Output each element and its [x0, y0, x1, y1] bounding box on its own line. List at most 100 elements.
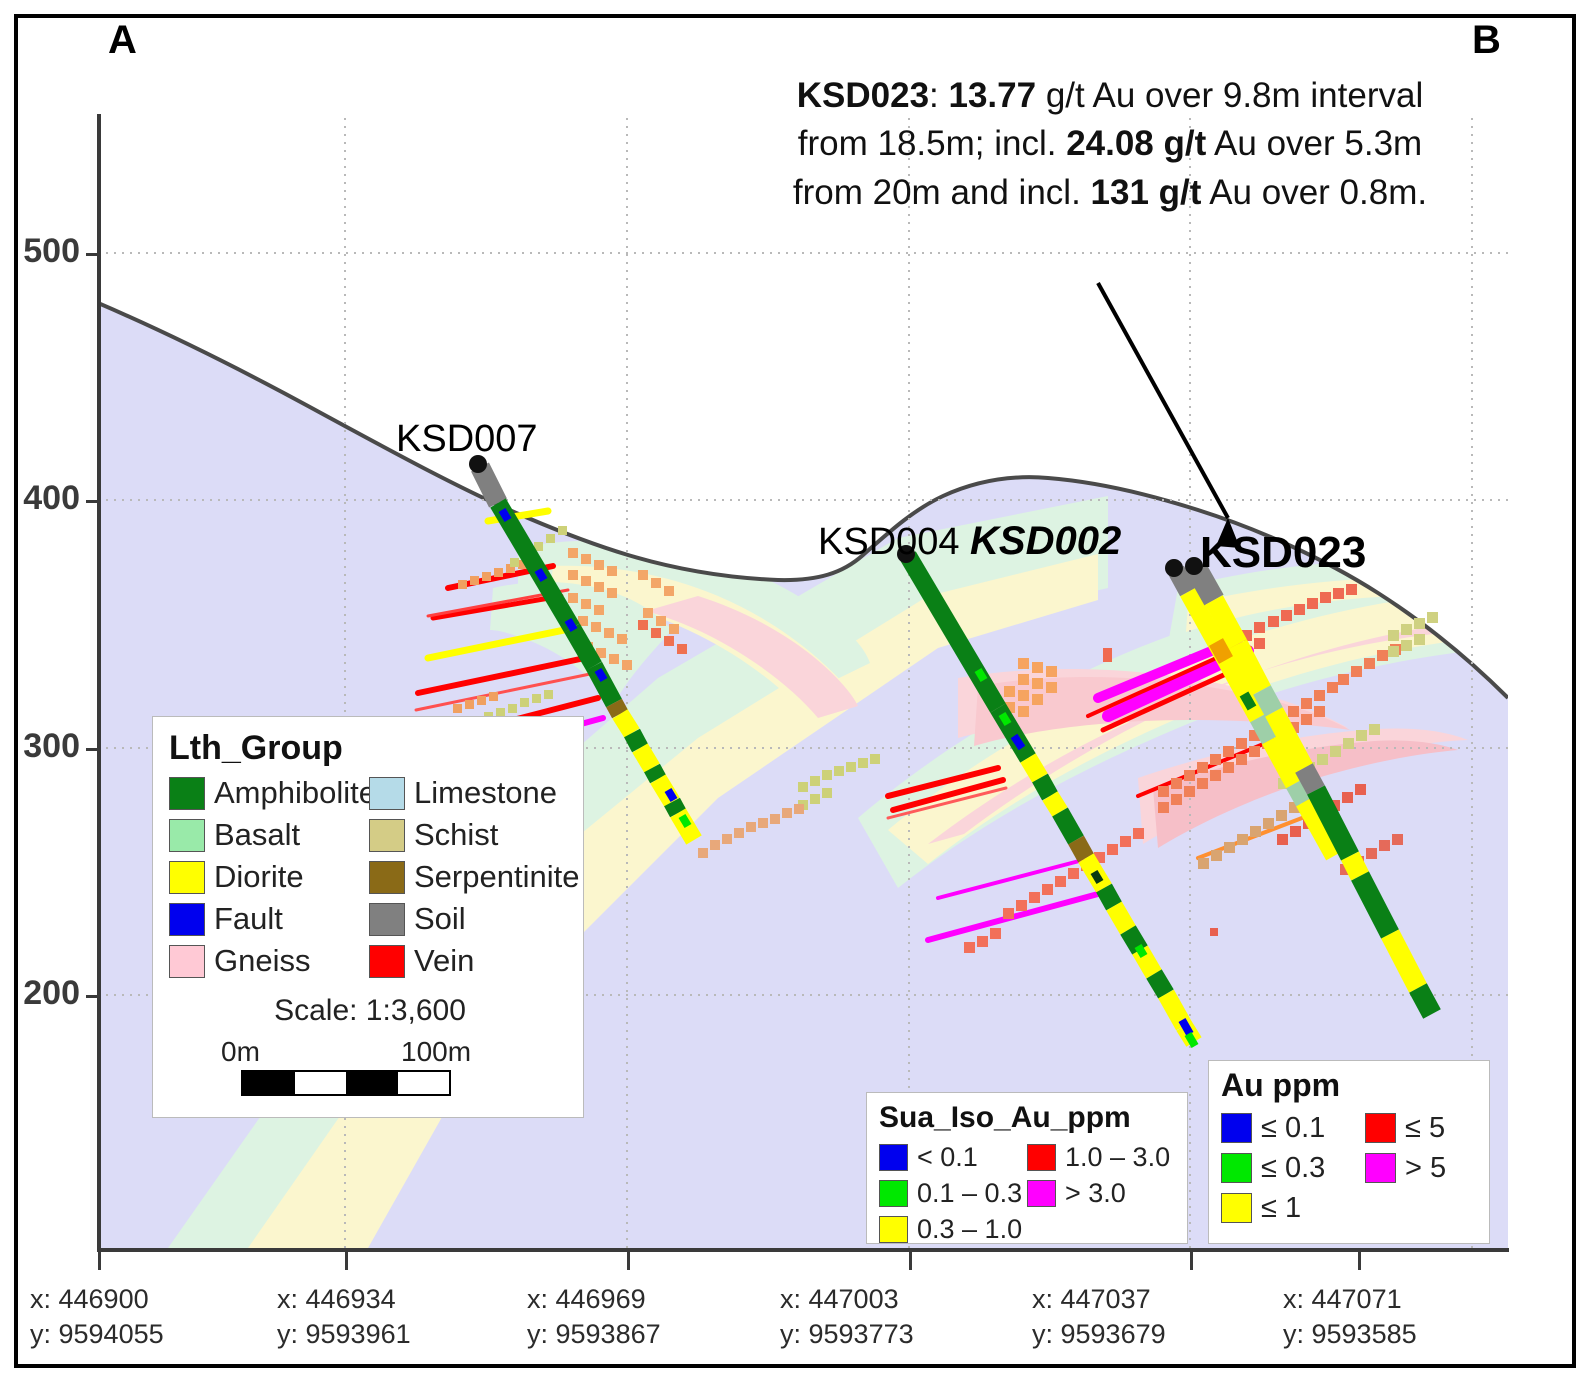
legend-label: 1.0 – 3.0: [1065, 1141, 1171, 1172]
swatch-soil: [369, 902, 405, 936]
legend-label: Vein: [414, 943, 475, 978]
swatch-au-le-1: [1221, 1193, 1252, 1223]
x-coordinate-label: x: 447003 y: 9593773: [780, 1282, 914, 1351]
swatch-schist: [369, 818, 405, 852]
legend-label: Gneiss: [214, 943, 311, 978]
swatch-sua-lt-0-1: [879, 1143, 908, 1171]
scale-bar-labels: 0m 100m: [169, 1036, 571, 1070]
swatch-au-le-5: [1365, 1113, 1396, 1143]
legend-item: Amphibolite: [169, 772, 376, 814]
legend-label: Basalt: [214, 817, 301, 852]
legend-item: 0.3 – 1.0: [879, 1211, 1027, 1247]
x-coordinate-easting: x: 447037: [1032, 1284, 1151, 1314]
drillhole-label-ksd007: KSD007: [396, 418, 538, 460]
legend-label: Soil: [414, 901, 466, 936]
x-coordinate-northing: y: 9593773: [780, 1318, 914, 1349]
sua-iso-legend-column-2: 1.0 – 3.0 > 3.0: [1027, 1139, 1170, 1247]
lithology-legend-title: Lth_Group: [169, 729, 343, 767]
x-coordinate-easting: x: 447071: [1283, 1284, 1402, 1314]
callout-text-2: Au over 5.3m from 20m and incl.: [792, 124, 1423, 212]
x-coordinate-label: x: 446969 y: 9593867: [527, 1282, 661, 1351]
legend-label: 0.1 – 0.3: [917, 1177, 1023, 1208]
legend-item: Basalt: [169, 814, 369, 856]
scale-bar-segment: [346, 1072, 398, 1094]
swatch-gneiss: [169, 944, 205, 978]
x-coordinate-easting: x: 447003: [780, 1284, 899, 1314]
lithology-legend-column-1: Amphibolite Basalt Diorite Fault Gneiss: [169, 772, 376, 982]
legend-label: > 3.0: [1065, 1177, 1126, 1208]
callout-grade-1: 13.77: [948, 76, 1037, 115]
legend-item: ≤ 5: [1365, 1108, 1446, 1148]
scale-bar-segment: [294, 1072, 346, 1094]
x-coordinate-northing: y: 9593585: [1283, 1318, 1417, 1349]
sua-iso-legend-column-1: < 0.1 0.1 – 0.3 0.3 – 1.0: [879, 1139, 1027, 1247]
section-end-label-a: A: [108, 18, 138, 62]
drillhole-label-ksd004: KSD004: [818, 521, 960, 563]
x-coordinate-label: x: 446900 y: 9594055: [30, 1282, 164, 1351]
legend-item: Serpentinite: [369, 856, 579, 898]
x-tick-mark: [98, 1252, 101, 1270]
legend-item: Soil: [369, 898, 579, 940]
legend-label: Diorite: [214, 859, 304, 894]
y-tick-mark: [86, 500, 100, 503]
drillhole-label-ksd023: KSD023: [1200, 528, 1367, 577]
scale-bar-wrapper: 0m 100m: [169, 1036, 571, 1096]
legend-item: 1.0 – 3.0: [1027, 1139, 1170, 1175]
au-ppm-legend: Au ppm ≤ 0.1 ≤ 0.3 ≤ 1 ≤ 5 > 5: [1208, 1060, 1490, 1244]
ksd023-assay-callout: KSD023: 13.77 g/t Au over 9.8m interval …: [790, 72, 1430, 217]
au-ppm-legend-title: Au ppm: [1221, 1067, 1341, 1103]
swatch-sua-0-3-1-0: [879, 1215, 908, 1243]
x-coordinate-northing: y: 9593679: [1032, 1318, 1166, 1349]
x-coordinate-label: x: 447037 y: 9593679: [1032, 1282, 1166, 1351]
swatch-limestone: [369, 776, 405, 810]
swatch-diorite: [169, 860, 205, 894]
sua-iso-legend-title: Sua_Iso_Au_ppm: [879, 1101, 1131, 1134]
callout-hole-name: KSD023: [796, 76, 930, 115]
x-coordinate-easting: x: 446969: [527, 1284, 646, 1314]
x-coordinate-northing: y: 9594055: [30, 1318, 164, 1349]
drillhole-ksd002: [1165, 559, 1342, 861]
legend-item: 0.1 – 0.3: [879, 1175, 1027, 1211]
scale-bar-max-label: 100m: [401, 1036, 472, 1067]
callout-text-1: g/t Au over 9.8m interval from 18.5m; in…: [797, 76, 1424, 164]
swatch-vein: [369, 944, 405, 978]
legend-label: Serpentinite: [414, 859, 580, 894]
x-tick-mark: [345, 1252, 348, 1270]
legend-item: Vein: [369, 940, 579, 982]
x-coordinate-northing: y: 9593867: [527, 1318, 661, 1349]
scale-ratio-text: Scale: 1:3,600: [274, 994, 466, 1027]
topography-surface: [98, 301, 1508, 700]
legend-label: ≤ 5: [1405, 1111, 1446, 1144]
swatch-amphibolite: [169, 776, 205, 810]
legend-label: ≤ 0.1: [1261, 1111, 1326, 1144]
callout-grade-2: 24.08 g/t: [1066, 124, 1207, 164]
sua-iso-au-legend: Sua_Iso_Au_ppm < 0.1 0.1 – 0.3 0.3 – 1.0…: [866, 1092, 1188, 1244]
callout-grade-3: 131 g/t: [1090, 172, 1202, 212]
callout-leader: [1096, 282, 1240, 548]
scale-bar-segment: [397, 1072, 449, 1094]
x-tick-mark: [1190, 1252, 1193, 1270]
swatch-fault: [169, 902, 205, 936]
swatch-sua-1-0-3-0: [1027, 1143, 1056, 1171]
legend-label: Amphibolite: [214, 775, 376, 810]
scale-bar: [241, 1070, 451, 1096]
x-coordinate-easting: x: 446900: [30, 1284, 149, 1314]
x-tick-mark: [1358, 1252, 1361, 1270]
x-tick-mark: [909, 1252, 912, 1270]
legend-item: Diorite: [169, 856, 369, 898]
section-end-label-b: B: [1472, 18, 1502, 62]
scale-bar-min-label: 0m: [221, 1036, 260, 1067]
legend-item: ≤ 1: [1221, 1188, 1365, 1228]
legend-item: Fault: [169, 898, 369, 940]
legend-label: Limestone: [414, 775, 558, 810]
scale-bar-segment: [243, 1072, 295, 1094]
au-ppm-legend-column-1: ≤ 0.1 ≤ 0.3 ≤ 1: [1221, 1108, 1365, 1228]
legend-label: 0.3 – 1.0: [917, 1213, 1023, 1244]
legend-label: > 5: [1405, 1151, 1447, 1184]
swatch-serpentinite: [369, 860, 405, 894]
legend-label: ≤ 1: [1261, 1191, 1302, 1224]
swatch-basalt: [169, 818, 205, 852]
y-tick-label: 300: [23, 727, 80, 765]
legend-item: < 0.1: [879, 1139, 1027, 1175]
legend-item: ≤ 0.1: [1221, 1108, 1365, 1148]
